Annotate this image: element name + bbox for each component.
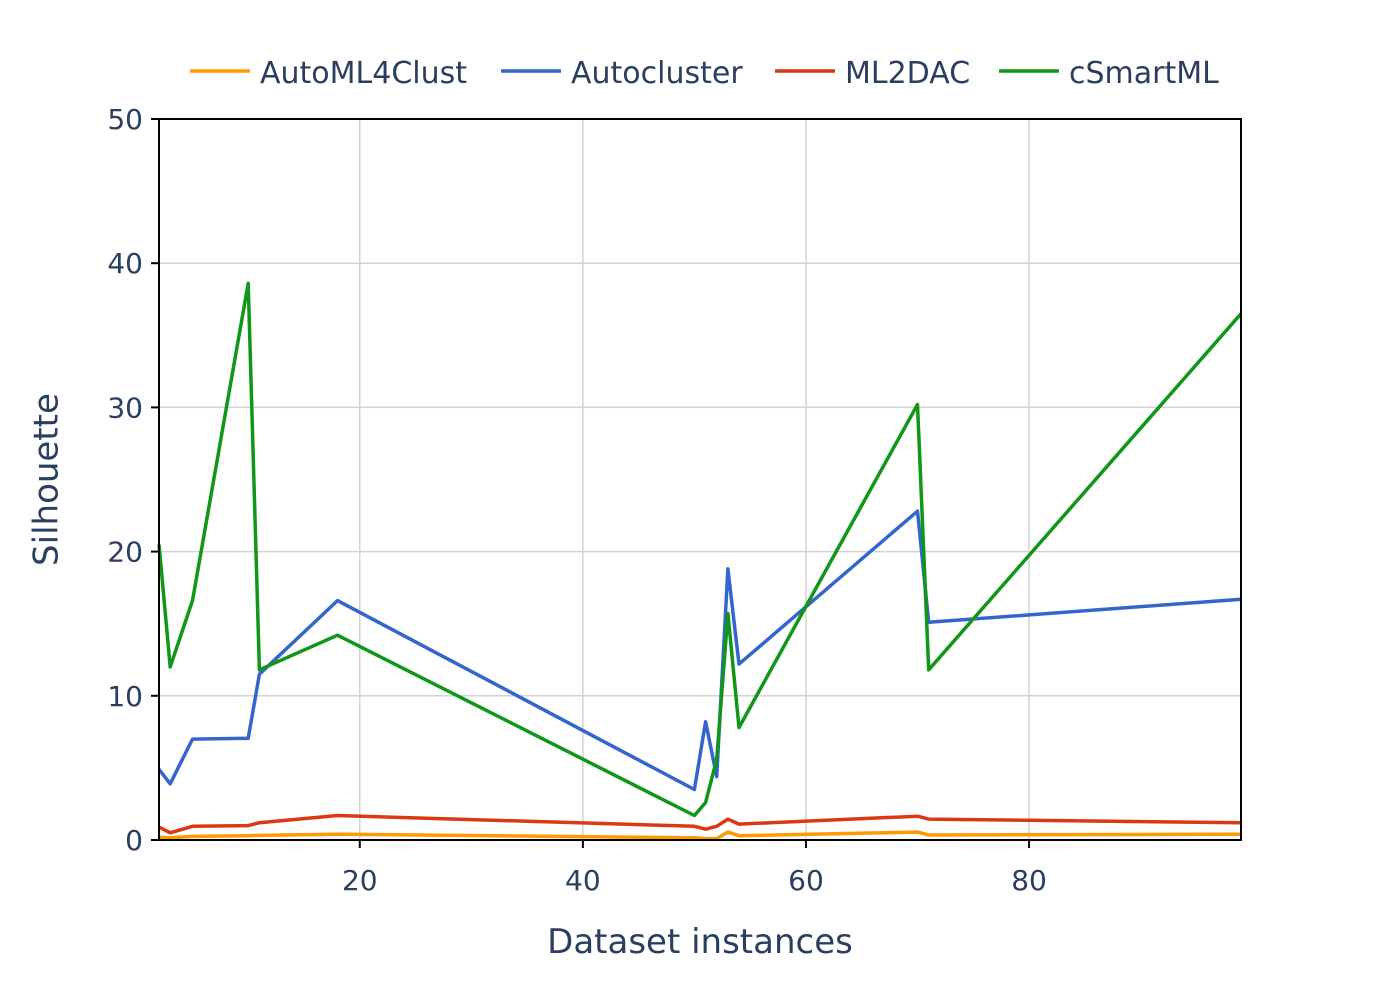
legend-label: cSmartML (1069, 56, 1219, 91)
legend-item: ML2DAC (775, 56, 970, 91)
y-tick-label: 0 (125, 824, 143, 857)
legend-item: AutoML4Clust (190, 56, 467, 91)
x-axis-ticks: 20 40 60 80 (342, 840, 1047, 897)
series-line-ml2dac (158, 813, 1242, 835)
x-tick-label: 60 (788, 864, 824, 897)
legend-item: Autocluster (501, 56, 743, 91)
series-lines (157, 281, 1243, 841)
legend: AutoML4Clust Autocluster ML2DAC cSmartML (190, 56, 1219, 91)
legend-label: Autocluster (571, 56, 743, 91)
x-tick-label: 80 (1011, 864, 1047, 897)
y-tick-label: 10 (107, 680, 143, 713)
legend-label: ML2DAC (845, 56, 970, 91)
y-axis-ticks: 0 10 20 30 40 50 (107, 103, 159, 857)
legend-item: cSmartML (999, 56, 1219, 91)
x-tick-label: 20 (342, 864, 378, 897)
legend-label: AutoML4Clust (260, 56, 467, 91)
y-tick-label: 30 (107, 391, 143, 424)
y-axis-title: Silhouette (27, 393, 67, 566)
series-line-csmartml (157, 281, 1243, 818)
y-tick-label: 50 (107, 103, 143, 136)
plot-area-frame (158, 118, 1242, 841)
grid-lines (159, 118, 1241, 840)
y-tick-label: 40 (107, 247, 143, 280)
series-line-automl4clust (158, 830, 1242, 841)
x-tick-label: 40 (565, 864, 601, 897)
x-axis-title: Dataset instances (547, 922, 853, 962)
series-line-autocluster (157, 509, 1242, 792)
y-tick-label: 20 (107, 536, 143, 569)
